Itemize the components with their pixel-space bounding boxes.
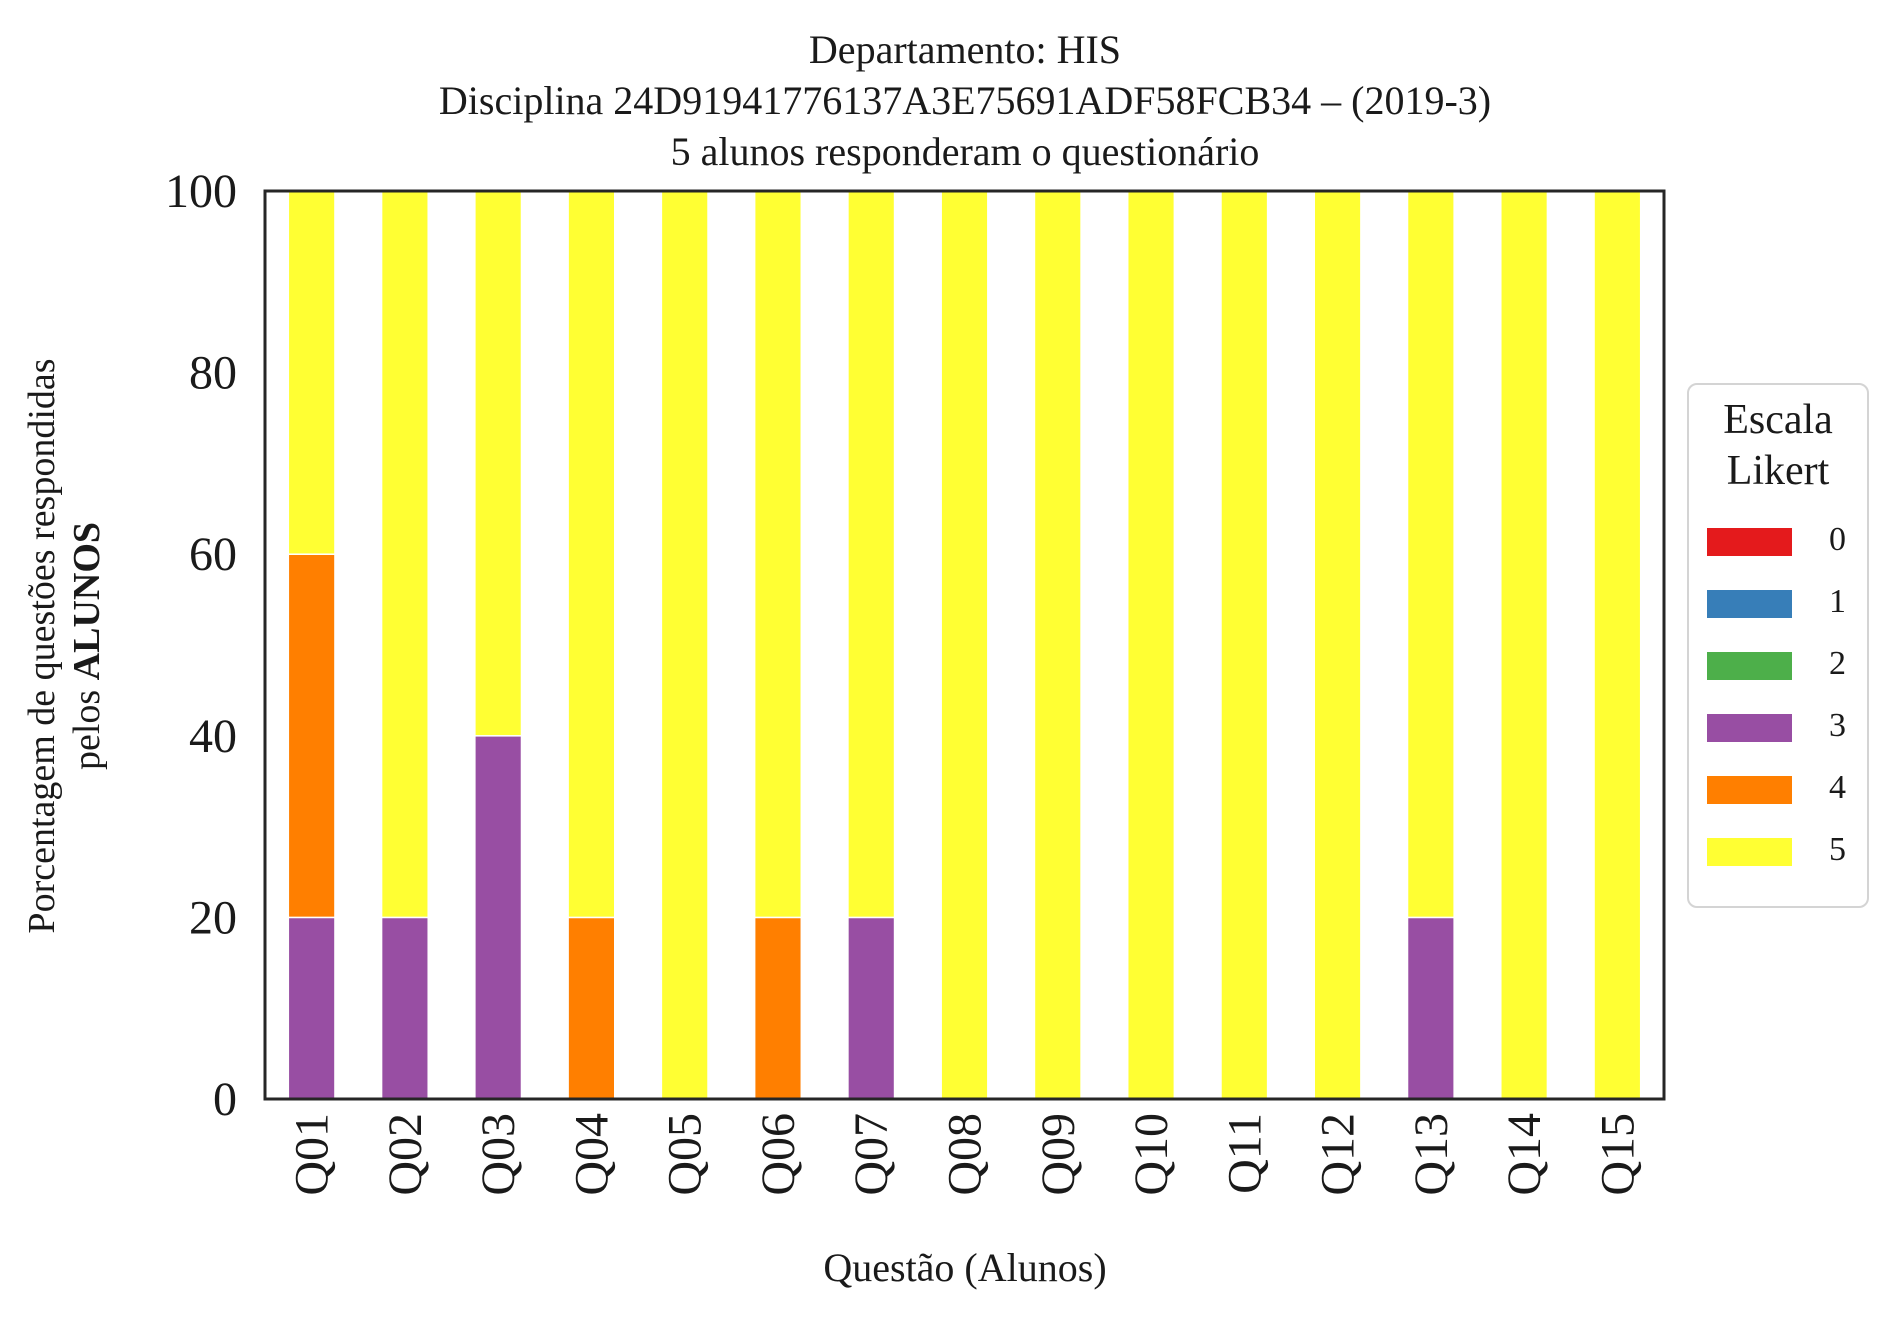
- bar-segment-q02-likert-3: [380, 916, 429, 1100]
- bar-segment-q08-likert-5: [940, 190, 989, 1100]
- title-line-2: Disciplina 24D91941776137A3E75691ADF58FC…: [438, 78, 1492, 123]
- legend-swatch-3: [1707, 714, 1792, 742]
- bar-segment-q02-likert-5: [380, 190, 429, 919]
- x-tick-label-q05: Q05: [659, 1113, 712, 1196]
- bar-segment-q09-likert-5: [1033, 190, 1082, 1100]
- bar-segment-q07-likert-5: [847, 190, 896, 919]
- bar-segment-q01-likert-3: [287, 916, 336, 1100]
- bar-segment-q11-likert-5: [1220, 190, 1269, 1100]
- legend-entry-5: 5: [1707, 830, 1867, 870]
- y-tick-label: 60: [189, 528, 237, 581]
- legend-entry-2: 2: [1707, 644, 1867, 684]
- x-tick-label-q03: Q03: [472, 1113, 525, 1196]
- legend-label-4: 4: [1829, 769, 1846, 806]
- x-tick-label-q02: Q02: [379, 1113, 432, 1196]
- y-tick-label: 0: [213, 1073, 237, 1126]
- x-tick-label-q10: Q10: [1125, 1113, 1178, 1196]
- bar-segment-q06-likert-4: [753, 916, 803, 1100]
- legend-swatch-1: [1707, 590, 1792, 618]
- x-tick-label-q13: Q13: [1405, 1113, 1458, 1196]
- y-tick-label: 40: [189, 710, 237, 763]
- x-tick-label-q04: Q04: [565, 1113, 618, 1196]
- legend-entry-4: 4: [1707, 768, 1867, 808]
- legend-entry-3: 3: [1707, 706, 1867, 746]
- y-axis-label-line-2: pelos ALUNOS: [65, 196, 110, 1096]
- bar-segment-q13-likert-5: [1406, 190, 1455, 919]
- y-axis-label-line-1: Porcentagem de questões respondidas: [21, 358, 63, 934]
- legend-label-1: 1: [1829, 583, 1846, 620]
- legend-title: Escala Likert: [1689, 395, 1867, 497]
- x-axis-label: Questão (Alunos): [823, 1245, 1107, 1290]
- bar-segment-q04-likert-4: [567, 916, 616, 1100]
- bar-segment-q01-likert-4: [287, 553, 336, 919]
- plot-frame: [263, 189, 1666, 1101]
- bar-segment-q01-likert-5: [287, 190, 336, 555]
- x-tick-label-q15: Q15: [1591, 1113, 1644, 1196]
- bar-segment-q15-likert-5: [1593, 190, 1642, 1100]
- legend-swatch-0: [1707, 528, 1792, 556]
- x-tick-label-q06: Q06: [752, 1113, 805, 1196]
- bar-segment-q07-likert-3: [847, 916, 896, 1100]
- bar-segment-q05-likert-5: [660, 190, 709, 1100]
- x-tick-label-q12: Q12: [1312, 1113, 1365, 1196]
- legend-swatch-4: [1707, 776, 1792, 804]
- legend-label-5: 5: [1829, 831, 1846, 868]
- x-tick-label-q01: Q01: [286, 1113, 339, 1196]
- legend-label-2: 2: [1829, 645, 1846, 682]
- bar-segment-q06-likert-5: [753, 190, 803, 919]
- y-tick-label: 100: [165, 165, 237, 218]
- y-axis-label: Porcentagem de questões respondidas pelo…: [20, 196, 140, 1096]
- x-tick-label-q14: Q14: [1498, 1113, 1551, 1196]
- x-tick-label-q07: Q07: [845, 1113, 898, 1196]
- bar-segment-q12-likert-5: [1313, 190, 1362, 1100]
- legend: Escala Likert 0 1 2 3 4 5: [1687, 383, 1869, 908]
- bar-segment-q10-likert-5: [1126, 190, 1176, 1100]
- legend-entry-1: 1: [1707, 582, 1867, 622]
- y-axis-label-prefix: pelos: [66, 680, 108, 771]
- bar-segment-q04-likert-5: [567, 190, 616, 919]
- y-tick-label: 80: [189, 347, 237, 400]
- bar-segment-q13-likert-3: [1406, 916, 1455, 1100]
- legend-swatch-2: [1707, 652, 1792, 680]
- title-line-3: 5 alunos responderam o questionário: [670, 129, 1260, 174]
- bar-segment-q03-likert-5: [474, 190, 523, 737]
- legend-title-line-2: Likert: [1726, 448, 1830, 494]
- bar-segment-q03-likert-3: [474, 735, 523, 1100]
- x-tick-label-q11: Q11: [1218, 1113, 1271, 1194]
- x-tick-label-q08: Q08: [939, 1113, 992, 1196]
- legend-label-3: 3: [1829, 707, 1846, 744]
- legend-swatch-5: [1707, 838, 1792, 866]
- legend-title-line-1: Escala: [1723, 397, 1833, 443]
- title-line-1: Departamento: HIS: [808, 27, 1122, 72]
- y-axis-label-bold: ALUNOS: [66, 521, 108, 681]
- bar-segment-q14-likert-5: [1500, 190, 1549, 1100]
- legend-label-0: 0: [1829, 521, 1846, 558]
- legend-entry-0: 0: [1707, 520, 1867, 560]
- x-tick-label-q09: Q09: [1032, 1113, 1085, 1196]
- y-tick-label: 20: [189, 891, 237, 944]
